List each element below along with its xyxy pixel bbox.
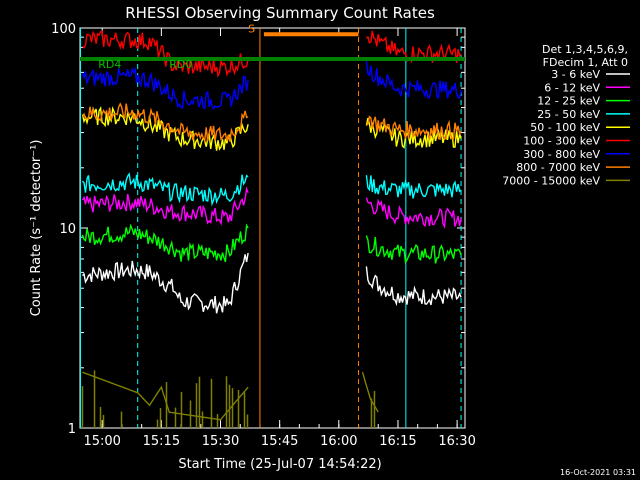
series-line (365, 115, 462, 141)
y-axis-label: Count Rate (s⁻¹ detector⁻¹) (29, 140, 44, 317)
chart-marks: 1 10 100 15:00 15:15 15:30 15:45 16:00 16:15 16:3… (51, 22, 630, 449)
series-line (81, 223, 249, 263)
x-tick-label: 15:30 (202, 434, 239, 449)
legend-label: 6 - 12 keV (544, 81, 600, 94)
x-tick-label: 16:00 (320, 434, 357, 449)
legend-label: 7000 - 15000 keV (502, 174, 600, 187)
footer-date: 16-Oct-2021 03:31 (560, 468, 636, 477)
y-tick-label: 10 (59, 222, 76, 237)
series-line (81, 172, 249, 207)
legend-header-line-1: Det 1,3,4,5,6,9, (542, 43, 628, 56)
legend-label: 300 - 800 keV (523, 148, 600, 161)
x-tick-label: 16:15 (379, 434, 416, 449)
legend-label: 50 - 100 keV (530, 121, 600, 134)
y-tick-label: 1 (68, 422, 76, 437)
series-line (81, 30, 249, 78)
annotation-label: RD0 (169, 58, 192, 71)
series-line (81, 66, 249, 111)
series-line (365, 266, 462, 307)
legend-header-line-2: FDecim 1, Att 0 (543, 56, 628, 69)
legend-label: 800 - 7000 keV (516, 161, 600, 174)
series-line (365, 197, 462, 229)
series-line (81, 186, 249, 226)
series-line (361, 372, 379, 413)
x-tick-label: 15:45 (261, 434, 298, 449)
annotation-label: RD4 (98, 58, 121, 71)
x-axis-label: Start Time (25-Jul-07 14:54:22) (178, 457, 381, 472)
series-line (365, 175, 462, 199)
legend-label: 12 - 25 keV (537, 95, 600, 108)
legend-label: 3 - 6 keV (551, 68, 600, 81)
x-tick-label: 15:15 (143, 434, 180, 449)
series-line (365, 235, 462, 264)
series-line (82, 371, 249, 421)
chart-title: RHESSI Observing Summary Count Rates (125, 4, 435, 22)
y-tick-label: 100 (51, 22, 76, 37)
legend-label: 100 - 300 keV (523, 135, 600, 148)
x-tick-label: 15:00 (83, 434, 120, 449)
series-line (82, 252, 249, 314)
series-line (365, 60, 462, 100)
series-line (365, 117, 462, 149)
annotation-label: S (248, 22, 255, 35)
legend-label: 25 - 50 keV (537, 108, 600, 121)
x-tick-label: 16:30 (438, 434, 475, 449)
series-line (81, 102, 249, 143)
